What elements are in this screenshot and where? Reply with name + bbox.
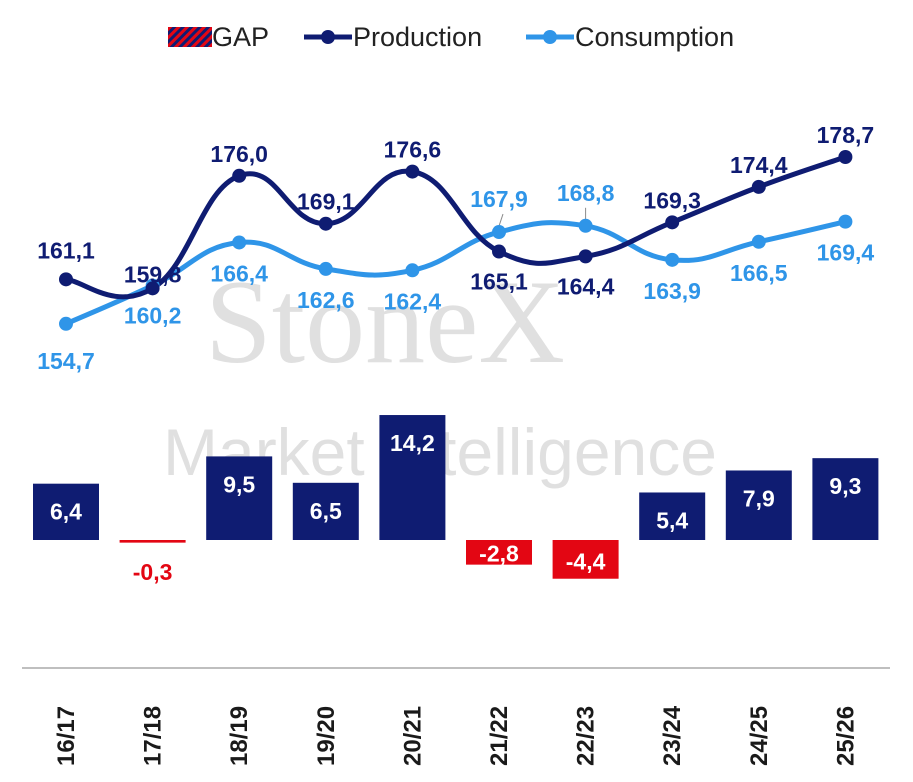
consumption-point-19/20 [318, 261, 333, 276]
x-axis-ticks: 16/17 17/18 18/19 19/20 20/21 21/22 22/23 23/24… [53, 705, 859, 766]
production-label-22/23: 164,4 [557, 273, 615, 299]
legend-production-label: Production [353, 22, 482, 52]
production-label-23/24: 169,3 [643, 187, 701, 213]
consumption-label-20/21: 162,4 [384, 288, 442, 314]
gap-value-label-17/18: -0,3 [133, 559, 173, 585]
production-point-18/19 [232, 168, 247, 183]
consumption-point-25/26 [838, 214, 853, 229]
consumption-leader-21/22 [498, 213, 504, 227]
production-point-25/26 [838, 150, 853, 164]
gap-value-label-24/25: 7,9 [743, 485, 775, 511]
gap-bar-labels: 6,4 -0,3 9,5 6,5 14,2 -2,8 -4,4 5,4 7,9 9,3 [50, 430, 861, 585]
gap-bar-24/25 [725, 470, 792, 540]
consumption-label-23/24: 163,9 [643, 278, 701, 304]
consumption-point-22/23 [578, 218, 593, 233]
legend-item-consumption: Consumption [526, 22, 734, 52]
gap-value-label-16/17: 6,4 [50, 499, 82, 525]
consumption-label-18/19: 166,4 [210, 260, 268, 286]
consumption-label-16/17: 154,7 [37, 348, 95, 374]
production-point-19/20 [318, 216, 333, 231]
x-tick-19/20: 19/20 [313, 706, 340, 766]
x-tick-21/22: 21/22 [486, 706, 513, 766]
legend-gap-swatch [168, 27, 212, 47]
series-lines [63, 154, 848, 327]
watermark-logo-text: StoneX [205, 255, 565, 388]
gap-value-label-21/22: -2,8 [479, 541, 519, 567]
x-tick-17/18: 17/18 [140, 706, 167, 766]
consumption-label-17/18: 160,2 [124, 303, 182, 329]
production-point-17/18 [145, 281, 160, 296]
series-markers [59, 150, 853, 331]
production-label-19/20: 169,1 [297, 189, 355, 215]
gap-bars [33, 415, 879, 579]
consumption-label-25/26: 169,4 [817, 240, 875, 266]
production-label-16/17: 161,1 [37, 237, 95, 263]
consumption-label-22/23: 168,8 [557, 180, 615, 206]
gap-bar-16/17 [33, 483, 99, 540]
production-label-25/26: 178,7 [817, 122, 875, 148]
legend-item-gap: GAP [168, 22, 269, 52]
gap-bar-21/22 [466, 540, 532, 565]
consumption-point-23/24 [665, 252, 680, 267]
gap-bar-25/26 [812, 458, 879, 540]
gap-bar-23/24 [639, 492, 706, 540]
x-tick-24/25: 24/25 [746, 706, 773, 766]
gap-bar-18/19 [206, 456, 273, 540]
series-labels: 161,1 159,8 176,0 169,1 176,6 165,1 164,4 169,3… [37, 122, 874, 374]
x-tick-25/26: 25/26 [832, 706, 859, 766]
gap-bar-22/23 [552, 540, 619, 579]
production-point-20/21 [405, 164, 420, 179]
gap-value-label-18/19: 9,5 [223, 471, 255, 497]
legend-consumption-marker [543, 30, 557, 44]
production-line [63, 154, 848, 300]
gap-value-label-19/20: 6,5 [310, 498, 342, 524]
consumption-point-24/25 [751, 234, 766, 249]
gap-bar-20/21 [379, 415, 446, 540]
x-tick-18/19: 18/19 [226, 706, 253, 766]
production-point-21/22 [492, 244, 506, 259]
consumption-line [63, 219, 848, 327]
gap-value-label-23/24: 5,4 [656, 507, 688, 533]
legend-production-marker [321, 30, 335, 44]
consumption-point-20/21 [405, 263, 420, 278]
gap-value-label-20/21: 14,2 [390, 430, 435, 456]
production-label-24/25: 174,4 [730, 152, 788, 178]
x-tick-23/24: 23/24 [659, 705, 686, 766]
consumption-point-18/19 [232, 235, 247, 250]
production-point-22/23 [578, 249, 593, 264]
consumption-label-19/20: 162,6 [297, 287, 355, 313]
x-tick-16/17: 16/17 [53, 706, 80, 766]
production-label-18/19: 176,0 [210, 141, 268, 167]
legend-consumption-label: Consumption [575, 22, 734, 52]
consumption-point-16/17 [59, 316, 73, 331]
gap-value-label-25/26: 9,3 [829, 473, 861, 499]
gap-bar-17/18 [119, 540, 186, 543]
consumption-point-21/22 [492, 225, 506, 240]
consumption-label-24/25: 166,5 [730, 260, 788, 286]
legend: GAP Production Consumption [168, 22, 734, 52]
production-label-20/21: 176,6 [384, 137, 442, 163]
production-point-24/25 [751, 179, 766, 194]
legend-gap-label: GAP [212, 22, 269, 52]
legend-item-production: Production [304, 22, 482, 52]
label-leader-lines [498, 207, 587, 227]
x-tick-22/23: 22/23 [573, 706, 600, 766]
gap-value-label-22/23: -4,4 [566, 548, 606, 574]
gap-bar-19/20 [292, 482, 359, 540]
production-label-17/18: 159,8 [124, 261, 182, 287]
x-tick-20/21: 20/21 [399, 706, 426, 766]
production-point-16/17 [59, 272, 73, 287]
consumption-label-21/22: 167,9 [470, 186, 528, 212]
production-label-21/22: 165,1 [470, 269, 528, 295]
production-point-23/24 [665, 215, 680, 230]
